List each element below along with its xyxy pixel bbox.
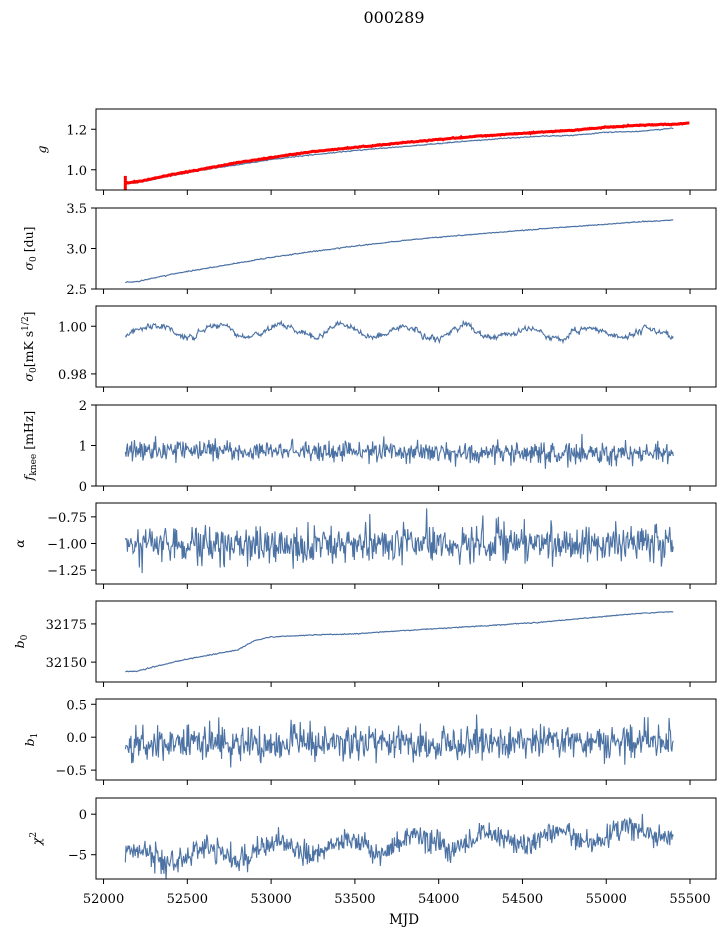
chart-title: 000289: [363, 8, 424, 27]
series-line-sigma0: [125, 219, 674, 284]
axes-frame-sigma0_mK: [95, 305, 717, 388]
y-tick-label: −1.25: [47, 564, 87, 579]
panel-chi2: −5 0 χ2: [29, 797, 717, 884]
y-tick-label: 0: [79, 808, 87, 823]
axes-frame-g: [95, 108, 717, 191]
panel-b1: −0.5 0.0 0.5 b1: [22, 698, 717, 785]
y-axis-label-sigma0_du: σ0 [du]: [21, 226, 39, 270]
x-tick-label: 54000: [418, 892, 459, 907]
x-tick-label: 55000: [586, 892, 627, 907]
y-axis-label-fknee: fknee [mHz]: [21, 411, 39, 482]
x-axis-label: MJD: [389, 912, 419, 928]
panel-alpha: −1.25 −1.00 −0.75 α: [12, 502, 717, 589]
axes-frame-sigma0_du: [95, 207, 717, 290]
series-line-fknee: [124, 433, 674, 469]
y-tick-label: 32150: [46, 656, 87, 671]
x-tick-label: 55500: [669, 892, 710, 907]
y-tick-label: −0.5: [55, 764, 87, 779]
y-tick-label: 0.0: [66, 731, 87, 746]
y-axis-label-sigma0_mK: σ0[mK s1/2]: [21, 311, 39, 381]
panel-g: 1.0 1.2 g: [34, 108, 717, 195]
series-line-alpha: [124, 508, 674, 574]
y-axis-label-chi2: χ2: [29, 832, 44, 846]
y-tick-label: −1.00: [47, 538, 87, 553]
panel-sigma0_mK: 0.98 1.00 σ0[mK s1/2]: [21, 305, 717, 392]
x-tick-label: 54500: [502, 892, 543, 907]
axes-frame-fknee: [95, 404, 717, 487]
y-axis-label-alpha: α: [12, 539, 27, 548]
series-line-b0: [125, 611, 674, 673]
y-tick-label: 3.0: [66, 243, 87, 258]
y-axis-label-g: g: [34, 145, 49, 153]
panel-b0: 32150 32175 b0: [12, 600, 717, 687]
y-axis-label-b1: b1: [22, 733, 40, 747]
axes-frame-b1: [95, 698, 717, 781]
series-line-g: [125, 127, 674, 185]
x-tick-label: 52000: [83, 892, 124, 907]
y-tick-label: 3.5: [66, 202, 87, 217]
y-tick-label: 2.5: [66, 283, 87, 298]
series-line-b1: [124, 714, 674, 768]
y-axis-label-b0: b0: [12, 634, 30, 648]
panel-fknee: 0 1 2 fknee [mHz]: [21, 399, 717, 495]
y-tick-label: −0.75: [47, 511, 87, 526]
y-tick-label: 1.2: [66, 123, 87, 138]
y-tick-label: 1.00: [58, 320, 87, 335]
y-tick-label: 0: [79, 480, 87, 495]
y-tick-label: 0.5: [66, 698, 87, 713]
x-tick-label: 52500: [167, 892, 208, 907]
axes-frame-b0: [95, 600, 717, 683]
series-line-g-fit: [124, 121, 690, 185]
y-tick-label: 1.0: [66, 164, 87, 179]
y-tick-label: −5: [68, 849, 87, 864]
series-line-chi2: [124, 813, 674, 879]
y-tick-label: 1: [79, 440, 87, 455]
x-tick-label: 53000: [250, 892, 291, 907]
series-line-sigma0_mK: [124, 319, 674, 345]
y-tick-label: 32175: [46, 618, 87, 633]
axes-frame-alpha: [95, 502, 717, 585]
y-tick-label: 0.98: [58, 368, 87, 383]
axes-frame-chi2: [95, 797, 717, 880]
x-tick-label: 53500: [334, 892, 375, 907]
panel-sigma0_du: 2.5 3.0 3.5 σ0 [du]: [21, 202, 717, 298]
y-tick-label: 2: [79, 399, 87, 414]
